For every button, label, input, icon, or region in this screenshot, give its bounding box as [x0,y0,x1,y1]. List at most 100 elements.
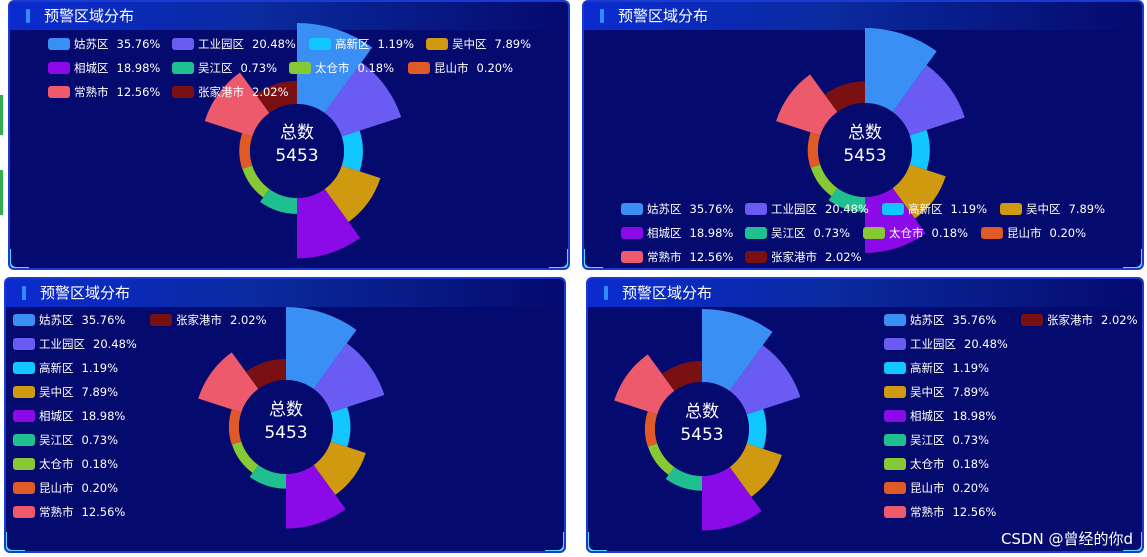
rose-slice-吴中区[interactable] [324,165,381,222]
legend-item[interactable]: 相城区 18.98% [13,408,125,424]
rose-slice-张家港市[interactable] [245,358,286,389]
legend-item[interactable]: 张家港市 2.02% [1021,312,1138,328]
rose-slice-工业园区[interactable] [324,62,402,137]
rose-center-hole [818,103,912,197]
legend-item[interactable]: 吴江区 0.73% [884,432,989,448]
legend-item[interactable]: 吴江区 0.73% [13,432,118,448]
rose-slice-高新区[interactable] [746,409,767,449]
legend-item[interactable]: 张家港市 2.02% [150,312,267,328]
legend-item[interactable]: 太仓市 0.18% [289,60,394,76]
legend-item[interactable]: 昆山市 0.20% [981,225,1086,241]
legend-label: 高新区 [910,361,945,375]
rose-slice-太仓市[interactable] [231,441,259,473]
rose-slice-昆山市[interactable] [807,132,821,168]
legend-item[interactable]: 太仓市 0.18% [884,456,989,472]
legend-item[interactable]: 吴江区 0.73% [745,225,850,241]
legend-label: 相城区 [647,226,682,240]
legend-item[interactable]: 吴中区 7.89% [884,384,989,400]
legend-swatch [426,38,448,50]
rose-slice-吴江区[interactable] [260,189,297,214]
rose-slice-吴中区[interactable] [729,443,782,497]
legend-label: 昆山市 [910,481,945,495]
rose-slice-吴江区[interactable] [249,465,286,489]
rose-chart [614,309,801,531]
rose-slice-高新区[interactable] [330,407,351,447]
legend-item[interactable]: 高新区 1.19% [884,360,989,376]
legend-item[interactable]: 吴中区 7.89% [1000,201,1105,217]
rose-slice-吴中区[interactable] [313,441,366,495]
legend-item[interactable]: 常熟市 12.56% [621,249,733,265]
legend-item[interactable]: 吴中区 7.89% [426,36,531,52]
legend-item[interactable]: 高新区 1.19% [309,36,414,52]
rose-slice-相城区[interactable] [297,189,361,259]
legend-percent: 7.89% [494,37,532,51]
center-value: 5453 [275,146,319,166]
legend-item[interactable]: 常熟市 12.56% [13,504,125,520]
rose-slice-工业园区[interactable] [892,65,965,136]
legend-item[interactable]: 相城区 18.98% [621,225,733,241]
rose-slice-姑苏区[interactable] [865,28,937,112]
legend-item[interactable]: 张家港市 2.02% [745,249,862,265]
legend-swatch [172,62,194,74]
legend-item[interactable]: 高新区 1.19% [13,360,118,376]
rose-slice-姑苏区[interactable] [286,307,357,389]
legend-swatch [13,362,35,374]
rose-slice-吴江区[interactable] [665,467,702,491]
rose-slice-张家港市[interactable] [255,80,297,113]
legend-swatch [48,38,70,50]
legend-item[interactable]: 高新区 1.19% [882,201,987,217]
legend-item[interactable]: 姑苏区 35.76% [884,312,996,328]
legend-item[interactable]: 工业园区 20.48% [13,336,137,352]
legend-item[interactable]: 姑苏区 35.76% [621,201,733,217]
rose-slice-常熟市[interactable] [776,74,838,136]
legend-label: 相城区 [910,409,945,423]
rose-slice-太仓市[interactable] [242,165,270,198]
legend-label: 工业园区 [39,337,85,351]
rose-slice-昆山市[interactable] [644,411,658,447]
rose-slice-昆山市[interactable] [239,133,253,169]
legend-swatch [621,251,643,263]
rose-slice-高新区[interactable] [909,129,930,171]
legend-swatch [48,86,70,98]
legend-item[interactable]: 昆山市 0.20% [13,480,118,496]
rose-slice-吴江区[interactable] [828,188,865,213]
rose-slice-昆山市[interactable] [228,409,242,445]
legend-item[interactable]: 吴江区 0.73% [172,60,277,76]
legend-item[interactable]: 工业园区 20.48% [884,336,1008,352]
rose-slice-高新区[interactable] [341,130,363,172]
rose-slice-张家港市[interactable] [661,360,702,391]
legend-item[interactable]: 吴中区 7.89% [13,384,118,400]
rose-slice-相城区[interactable] [286,465,346,529]
legend-item[interactable]: 太仓市 0.18% [863,225,968,241]
rose-slice-相城区[interactable] [702,467,762,531]
legend-item[interactable]: 昆山市 0.20% [884,480,989,496]
legend-label: 相城区 [39,409,74,423]
rose-slice-常熟市[interactable] [198,352,259,413]
rose-slice-常熟市[interactable] [204,72,270,137]
legend-item[interactable]: 工业园区 20.48% [745,201,869,217]
rose-slice-太仓市[interactable] [810,164,838,197]
rose-center-hole [250,104,344,198]
legend-item[interactable]: 常熟市 12.56% [48,84,160,100]
legend-item[interactable]: 昆山市 0.20% [408,60,513,76]
rose-slice-常熟市[interactable] [614,354,675,415]
legend-item[interactable]: 相城区 18.98% [884,408,996,424]
legend-item[interactable]: 姑苏区 35.76% [13,312,125,328]
legend-item[interactable]: 相城区 18.98% [48,60,160,76]
legend-item[interactable]: 工业园区 20.48% [172,36,296,52]
legend-item[interactable]: 姑苏区 35.76% [48,36,160,52]
legend-swatch [884,506,906,518]
rose-slice-姑苏区[interactable] [702,309,773,391]
legend-item[interactable]: 太仓市 0.18% [13,456,118,472]
rose-slice-吴中区[interactable] [892,164,946,219]
rose-slice-张家港市[interactable] [824,81,865,112]
rose-slice-工业园区[interactable] [313,343,385,413]
rose-slice-工业园区[interactable] [729,345,801,415]
center-label: 总数 [848,123,882,143]
legend-swatch [13,314,35,326]
legend-item[interactable]: 常熟市 12.56% [884,504,996,520]
rose-slice-太仓市[interactable] [647,443,675,475]
legend-item[interactable]: 张家港市 2.02% [172,84,289,100]
center-total: 总数 5453 [820,122,910,168]
legend-swatch [289,62,311,74]
